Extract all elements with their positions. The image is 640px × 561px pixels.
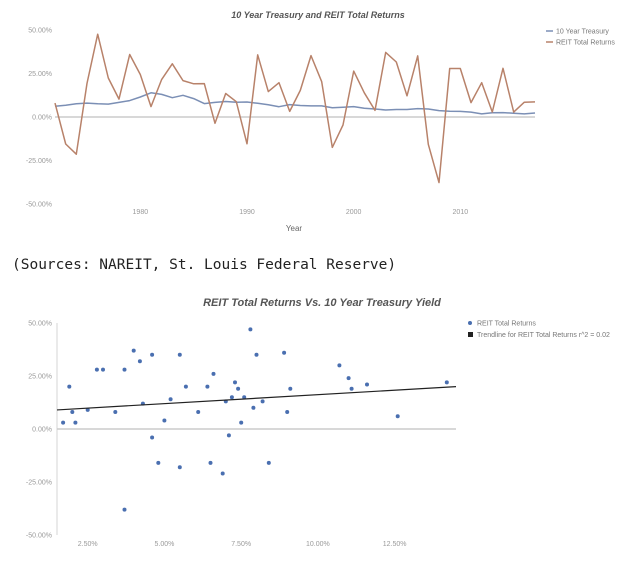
scatter-point	[73, 420, 78, 425]
chart1-title: 10 Year Treasury and REIT Total Returns	[231, 10, 405, 20]
scatter-point	[67, 384, 72, 389]
scatter-point	[137, 359, 142, 364]
scatter-point	[156, 460, 161, 465]
scatter-point	[101, 367, 105, 372]
treasury-series-line	[54, 92, 536, 115]
chart2-trendline	[56, 386, 457, 411]
chart2-legend: REIT Total Returns Trendline for REIT To…	[468, 321, 610, 339]
chart2-y-tick-label: 50.00%	[28, 321, 52, 328]
scatter-point	[229, 395, 234, 400]
chart1-y-tick-label: -50.00%	[26, 202, 52, 209]
scatter-point	[150, 352, 155, 357]
chart1-y-tick-label: 50.00%	[28, 28, 52, 35]
chart1-series	[54, 33, 536, 184]
scatter-point	[177, 465, 182, 470]
scatter-point	[131, 348, 136, 353]
scatter-point	[242, 395, 247, 400]
legend-swatch-trendline	[468, 332, 473, 337]
scatter-point	[365, 382, 369, 387]
scatter-point	[220, 471, 225, 476]
chart1-y-tick-label: 25.00%	[28, 71, 52, 78]
chart1-y-tick-label: 0.00%	[32, 115, 52, 122]
chart2-x-ticks: 2.50% 5.00% 7.50% 10.00% 12.50%	[78, 541, 407, 548]
chart1-x-tick-label: 2000	[346, 209, 362, 216]
chart2-x-tick-label: 5.00%	[154, 541, 174, 548]
legend-label-reit: REIT Total Returns	[556, 40, 615, 47]
scatter-point	[444, 380, 449, 385]
scatter-point	[177, 352, 182, 357]
scatter-point	[183, 384, 188, 389]
scatter-point	[226, 433, 231, 438]
scatter-point	[150, 435, 155, 440]
legend-label-treasury: 10 Year Treasury	[556, 29, 609, 36]
sources-caption: (Sources: NAREIT, St. Louis Federal Rese…	[12, 257, 397, 273]
scatter-point	[395, 414, 400, 419]
scatter-point	[85, 407, 90, 412]
legend-swatch-scatter	[468, 321, 472, 325]
chart2-y-tick-label: -25.00%	[26, 480, 52, 487]
scatter-point	[233, 380, 237, 385]
chart1-x-ticks: 1980 1990 2000 2010	[133, 209, 469, 216]
chart2-x-tick-label: 7.50%	[231, 541, 251, 548]
chart2-title: REIT Total Returns Vs. 10 Year Treasury …	[203, 297, 441, 309]
scatter-point	[260, 399, 265, 404]
chart1-x-tick-label: 1980	[133, 209, 149, 216]
scatter-point	[122, 367, 127, 372]
scatter-point	[113, 410, 118, 414]
chart1-y-tick-label: -25.00%	[26, 158, 52, 165]
chart2-x-tick-label: 2.50%	[78, 541, 98, 548]
scatter-point	[248, 327, 253, 332]
chart2-x-tick-label: 10.00%	[306, 541, 330, 548]
reit-series-line	[54, 33, 536, 184]
scatter-point	[337, 363, 342, 368]
chart1-x-tick-label: 2010	[453, 209, 469, 216]
scatter-point	[239, 420, 244, 425]
line-chart: 10 Year Treasury and REIT Total Returns …	[26, 10, 615, 233]
legend-label-trendline: Trendline for REIT Total Returns r^2 = 0…	[477, 332, 610, 339]
scatter-point	[254, 352, 259, 357]
scatter-point	[122, 507, 127, 512]
scatter-point	[208, 460, 213, 465]
scatter-point	[236, 386, 241, 391]
chart2-x-tick-label: 12.50%	[383, 541, 407, 548]
chart2-points	[61, 327, 449, 512]
scatter-point	[346, 376, 351, 381]
chart2-y-tick-label: 25.00%	[28, 374, 52, 381]
scatter-point	[94, 367, 99, 372]
scatter-point	[70, 410, 75, 414]
scatter-chart: REIT Total Returns Vs. 10 Year Treasury …	[26, 297, 610, 548]
scatter-point	[61, 420, 66, 425]
scatter-point	[282, 350, 287, 355]
scatter-point	[251, 405, 256, 410]
scatter-point	[285, 410, 290, 414]
chart1-x-tick-label: 1990	[239, 209, 255, 216]
chart2-y-ticks: 50.00% 25.00% 0.00% -25.00% -50.00%	[26, 321, 52, 540]
scatter-point	[162, 418, 167, 423]
scatter-point	[196, 410, 201, 414]
scatter-point	[211, 371, 216, 376]
scatter-point	[266, 460, 271, 465]
scatter-point	[349, 386, 354, 391]
legend-label-scatter: REIT Total Returns	[477, 321, 536, 328]
chart2-y-tick-label: 0.00%	[32, 427, 52, 434]
chart1-legend: 10 Year Treasury REIT Total Returns	[546, 29, 615, 47]
scatter-point	[205, 384, 210, 389]
scatter-point	[288, 386, 293, 391]
chart1-x-axis-label: Year	[286, 224, 303, 233]
chart1-y-ticks: 50.00% 25.00% 0.00% -25.00% -50.00%	[26, 28, 52, 209]
scatter-point	[168, 397, 173, 402]
chart2-y-tick-label: -50.00%	[26, 533, 52, 540]
